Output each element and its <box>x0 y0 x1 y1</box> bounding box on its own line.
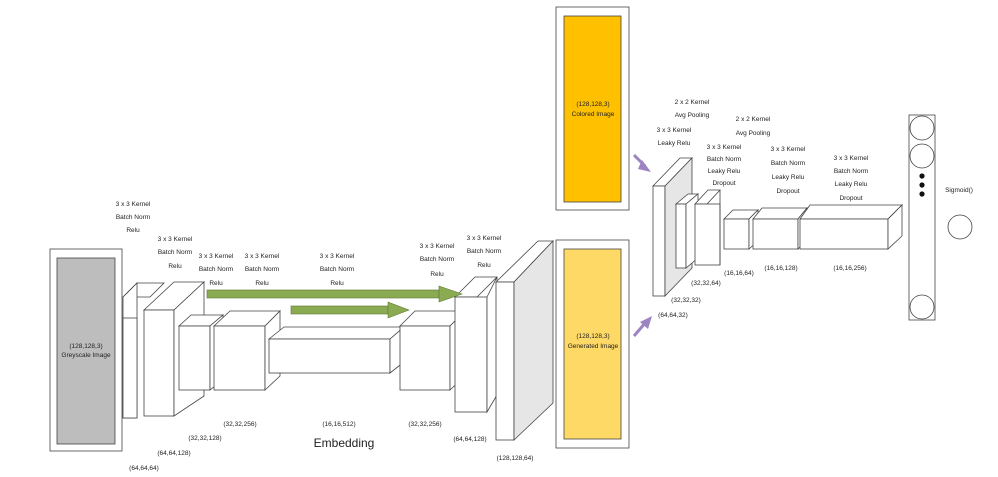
generator-dim-labels: (64,64,64) (64,64,128) (32,32,128) (32,3… <box>129 421 533 472</box>
g4-dim: (32,32,256) <box>223 421 256 428</box>
generator-block-1 <box>122 282 165 419</box>
d6-op-dropout: Dropout <box>839 195 862 202</box>
d1-op-kernel: 3 x 3 Kernel <box>657 127 692 134</box>
d2-op-pool: Avg Pooling <box>675 112 710 119</box>
g2-op-norm: Batch Norm <box>158 249 192 256</box>
generator-block-6 <box>399 310 466 391</box>
greyscale-input-block: (128,128,3) Greyscale Image <box>49 248 123 452</box>
g2-op-kernel: 3 x 3 Kernel <box>158 236 193 243</box>
d6-op-norm: Batch Norm <box>834 168 868 175</box>
d1-dim: (64,64,32) <box>658 312 688 319</box>
generated-name: Generated Image <box>568 343 619 350</box>
d3-op-norm: Batch Norm <box>707 156 741 163</box>
d5-op-dropout: Dropout <box>776 188 799 195</box>
g5-op-norm: Batch Norm <box>320 266 354 273</box>
g3-op-kernel: 3 x 3 Kernel <box>199 253 234 260</box>
g4-op-act: Relu <box>255 280 269 287</box>
g6-op-act: Relu <box>430 271 444 278</box>
generator-block-7 <box>454 276 498 414</box>
g2-dim: (64,64,128) <box>157 450 190 457</box>
d2-op-kernel: 2 x 2 Kernel <box>675 99 710 106</box>
g6-dim: (32,32,256) <box>408 421 441 428</box>
d4-op-kernel: 2 x 2 Kernel <box>736 116 771 123</box>
colored-shape: (128,128,3) <box>576 101 609 108</box>
g7-op-norm: Batch Norm <box>467 248 501 255</box>
g5-op-kernel: 3 x 3 Kernel <box>320 253 355 260</box>
g2-op-act: Relu <box>168 263 182 270</box>
g6-op-norm: Batch Norm <box>420 256 454 263</box>
discriminator-input-arrows <box>632 153 652 337</box>
d5-op-act: Leaky Relu <box>772 174 805 181</box>
g3-op-norm: Batch Norm <box>199 266 233 273</box>
d3-op-act: Leaky Relu <box>708 168 741 175</box>
sigmoid-label: Sigmoid() <box>945 187 973 194</box>
generated-image-block: (128,128,3) Generated Image <box>555 239 630 449</box>
colored-name: Colored Image <box>572 111 615 118</box>
g7-dim: (64,64,128) <box>453 436 486 443</box>
g5-op-act: Relu <box>330 280 344 287</box>
g4-op-kernel: 3 x 3 Kernel <box>245 253 280 260</box>
d1-op-act: Leaky Relu <box>658 140 691 147</box>
greyscale-name: Greyscale Image <box>61 352 111 359</box>
generator-block-5 <box>267 326 406 374</box>
d3-op-dropout: Dropout <box>712 180 735 187</box>
discriminator-block-6 <box>799 204 903 250</box>
d4-dim: (16,16,64) <box>724 270 754 277</box>
d5-op-norm: Batch Norm <box>771 160 805 167</box>
g1-op-act: Relu <box>126 227 140 234</box>
discriminator-block-5 <box>752 206 808 250</box>
skip-connection-arrows <box>206 285 463 319</box>
g7-op-act: Relu <box>477 262 491 269</box>
g3-op-act: Relu <box>209 280 223 287</box>
generator-block-8 <box>495 239 554 441</box>
g1-dim: (64,64,64) <box>129 465 159 472</box>
d6-op-act: Leaky Relu <box>835 181 868 188</box>
d2-dim: (32,32,32) <box>671 297 701 304</box>
d3-dim: (32,32,64) <box>691 280 721 287</box>
d3-op-kernel: 3 x 3 Kernel <box>707 144 742 151</box>
g3-dim: (32,32,128) <box>188 435 221 442</box>
g1-op-norm: Batch Norm <box>116 214 150 221</box>
discriminator-block-3 <box>694 189 721 266</box>
discriminator-dim-labels: (64,64,32) (32,32,32) (32,32,64) (16,16,… <box>658 265 866 319</box>
generator-op-labels: 3 x 3 Kernel Batch Norm Relu 3 x 3 Kerne… <box>116 201 502 287</box>
d6-op-kernel: 3 x 3 Kernel <box>834 155 869 162</box>
greyscale-shape: (128,128,3) <box>69 343 102 350</box>
g1-op-kernel: 3 x 3 Kernel <box>116 201 151 208</box>
sigmoid-output: Sigmoid() <box>945 187 973 240</box>
colored-image-block: (128,128,3) Colored Image <box>555 6 630 211</box>
d6-dim: (16,16,256) <box>833 265 866 272</box>
d5-op-kernel: 3 x 3 Kernel <box>771 146 806 153</box>
d4-op-pool: Avg Pooling <box>736 130 771 137</box>
d5-dim: (16,16,128) <box>764 265 797 272</box>
g4-op-norm: Batch Norm <box>245 266 279 273</box>
generated-shape: (128,128,3) <box>576 333 609 340</box>
g6-op-kernel: 3 x 3 Kernel <box>420 243 455 250</box>
g8-dim: (128,128,64) <box>497 455 534 462</box>
output-layer <box>908 114 936 321</box>
discriminator-op-labels: 3 x 3 Kernel Leaky Relu 2 x 2 Kernel Avg… <box>657 99 869 202</box>
g5-dim: (16,16,512) <box>322 421 355 428</box>
embedding-label: Embedding <box>314 436 375 450</box>
g7-op-kernel: 3 x 3 Kernel <box>467 235 502 242</box>
